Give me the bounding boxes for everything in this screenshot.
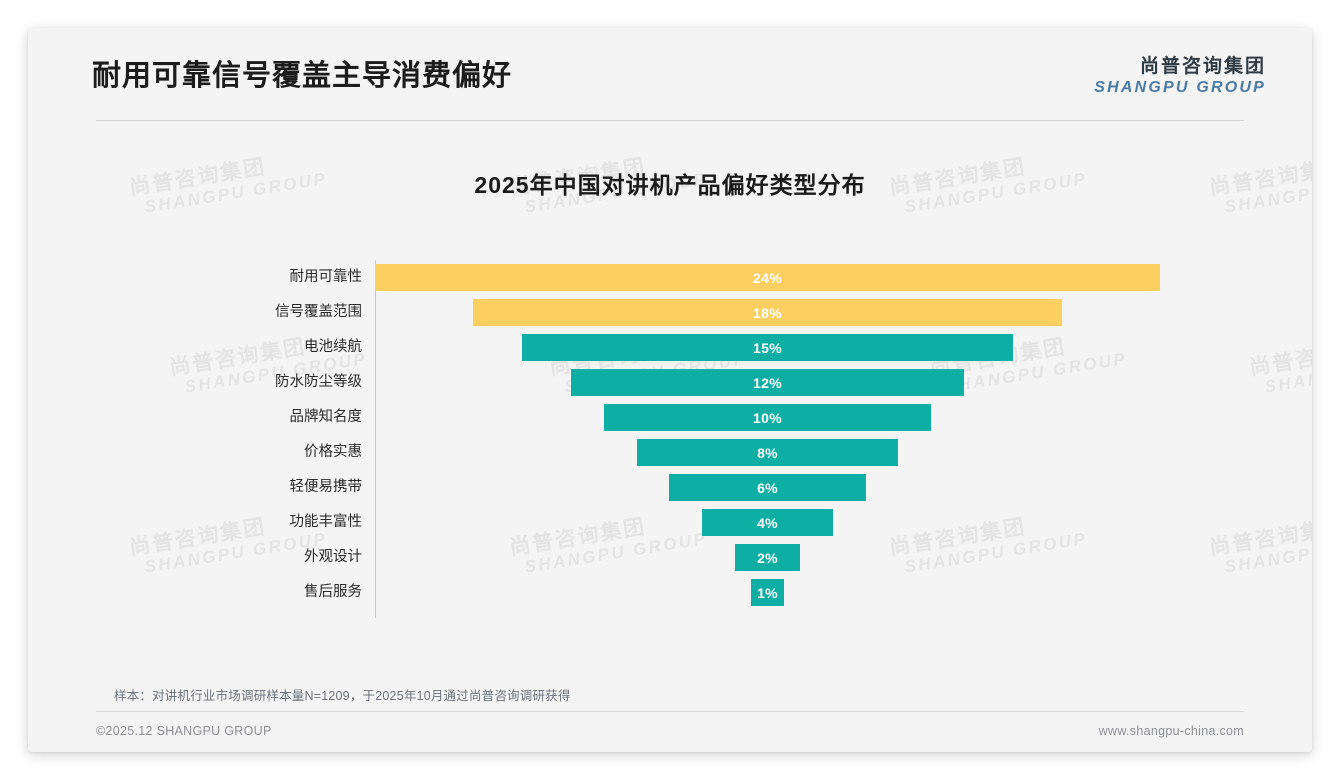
- category-label: 电池续航: [304, 339, 362, 355]
- funnel-bar[interactable]: 6%: [669, 474, 866, 501]
- slide-footer: ©2025.12 SHANGPU GROUP www.shangpu-china…: [28, 718, 1312, 752]
- funnel-row: 轻便易携带 6%: [100, 470, 1220, 505]
- category-label: 功能丰富性: [289, 514, 363, 530]
- source-footnote: 样本：对讲机行业市场调研样本量N=1209，于2025年10月通过尚普咨询调研获…: [114, 689, 571, 703]
- chart-container: 2025年中国对讲机产品偏好类型分布 耐用可靠性 24% 信号覆盖范围 18% 电池续航…: [28, 122, 1312, 682]
- funnel-row: 功能丰富性 4%: [100, 505, 1220, 540]
- funnel-bar[interactable]: 18%: [473, 299, 1062, 326]
- funnel-bar[interactable]: 4%: [702, 509, 833, 536]
- bar-value-label: 10%: [753, 409, 782, 426]
- category-label: 防水防尘等级: [275, 374, 362, 390]
- category-label: 轻便易携带: [289, 479, 363, 495]
- category-label: 价格实惠: [304, 444, 362, 460]
- page-title: 耐用可靠信号覆盖主导消费偏好: [92, 60, 513, 92]
- funnel-row: 电池续航 15%: [100, 330, 1220, 365]
- company-logo: 尚普咨询集团 SHANGPU GROUP: [1094, 56, 1266, 97]
- funnel-row: 信号覆盖范围 18%: [100, 295, 1220, 330]
- funnel-bar[interactable]: 1%: [751, 579, 784, 606]
- funnel-row: 防水防尘等级 12%: [100, 365, 1220, 400]
- bar-value-label: 1%: [757, 584, 778, 601]
- bar-value-label: 8%: [757, 444, 778, 461]
- bar-value-label: 12%: [753, 374, 782, 391]
- bar-value-label: 4%: [757, 514, 778, 531]
- funnel-chart-plot: 耐用可靠性 24% 信号覆盖范围 18% 电池续航 15% 防水防尘等级 12% 品牌知名度 10…: [100, 260, 1220, 620]
- bar-value-label: 24%: [753, 269, 782, 286]
- bar-value-label: 15%: [753, 339, 782, 356]
- funnel-bar[interactable]: 15%: [522, 334, 1013, 361]
- funnel-bar[interactable]: 8%: [636, 439, 899, 466]
- category-label: 耐用可靠性: [289, 269, 363, 285]
- category-label: 外观设计: [304, 549, 362, 565]
- footer-divider: [96, 711, 1244, 712]
- chart-title: 2025年中国对讲机产品偏好类型分布: [474, 172, 866, 198]
- funnel-row: 外观设计 2%: [100, 540, 1220, 575]
- copyright-text: ©2025.12 SHANGPU GROUP: [96, 724, 272, 738]
- bar-value-label: 18%: [753, 304, 782, 321]
- category-axis-line: [375, 260, 376, 618]
- funnel-row: 售后服务 1%: [100, 575, 1220, 610]
- slide-header: 耐用可靠信号覆盖主导消费偏好 尚普咨询集团 SHANGPU GROUP: [28, 28, 1312, 122]
- category-label: 信号覆盖范围: [275, 304, 362, 320]
- slide-canvas: 尚普咨询集团 SHANGPU GROUP 尚普咨询集团 SHANGPU GROUP 尚普…: [28, 28, 1312, 752]
- funnel-row: 耐用可靠性 24%: [100, 260, 1220, 295]
- funnel-bar[interactable]: 2%: [734, 544, 801, 571]
- logo-english-text: SHANGPU GROUP: [1094, 78, 1266, 96]
- category-label: 售后服务: [304, 584, 362, 600]
- bar-value-label: 2%: [757, 549, 778, 566]
- funnel-bar[interactable]: 10%: [603, 404, 932, 431]
- bar-value-label: 6%: [757, 479, 778, 496]
- header-divider: [96, 120, 1244, 121]
- category-label: 品牌知名度: [289, 409, 363, 425]
- logo-chinese-text: 尚普咨询集团: [1139, 56, 1266, 77]
- funnel-bar[interactable]: 12%: [571, 369, 964, 396]
- funnel-row: 品牌知名度 10%: [100, 400, 1220, 435]
- website-url: www.shangpu-china.com: [1098, 724, 1244, 738]
- funnel-row: 价格实惠 8%: [100, 435, 1220, 470]
- funnel-bar[interactable]: 24%: [375, 264, 1160, 291]
